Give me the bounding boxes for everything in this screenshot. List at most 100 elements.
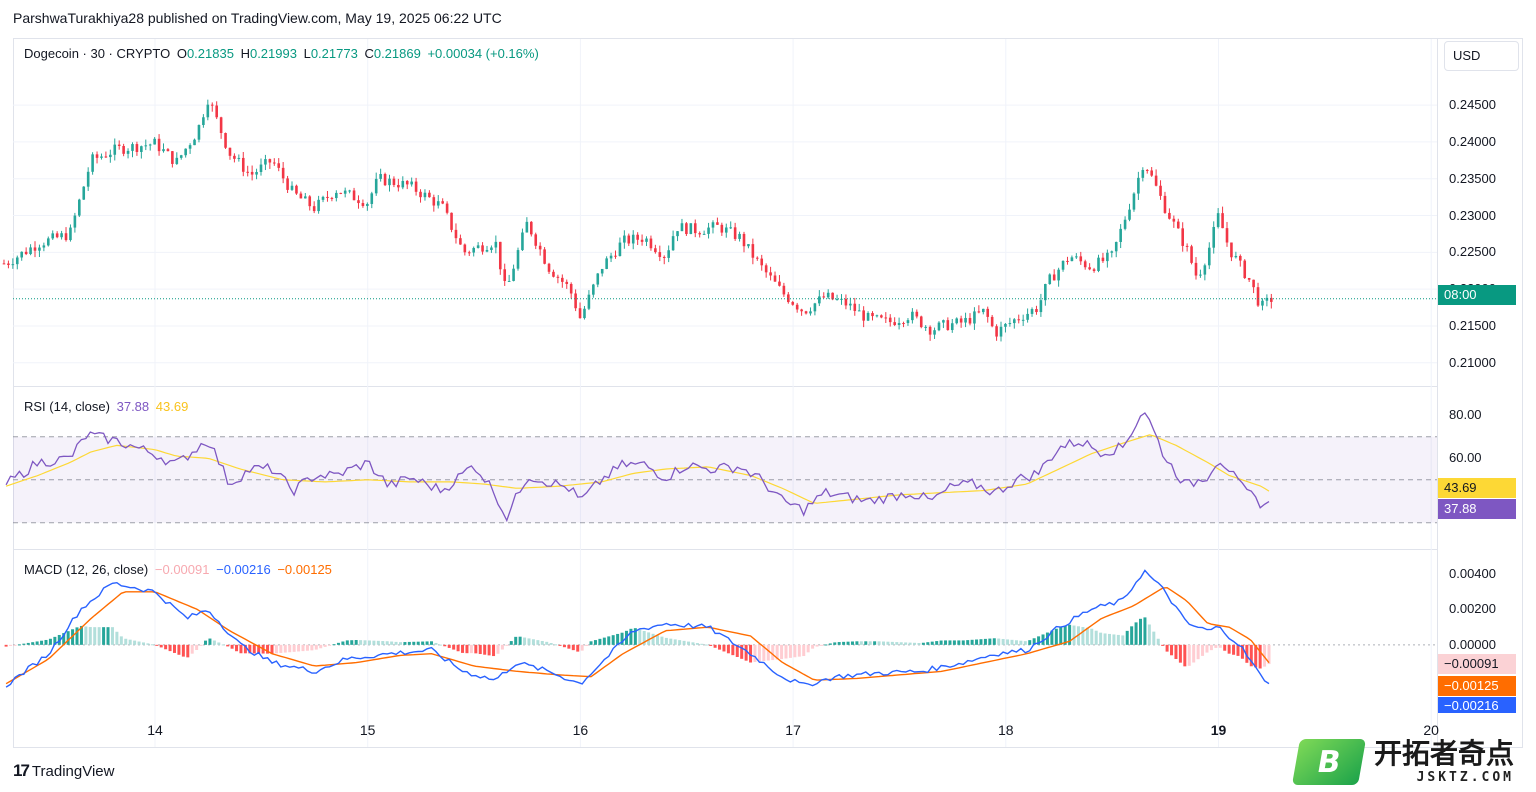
- macd-histogram-bar: [150, 644, 154, 646]
- candle-body: [764, 265, 768, 273]
- candle-body: [295, 185, 298, 194]
- candle-body: [1243, 260, 1247, 278]
- candle-body: [1212, 226, 1216, 248]
- candle-body: [1256, 287, 1260, 306]
- candle-body: [1035, 309, 1038, 313]
- macd-histogram-bar: [531, 639, 535, 645]
- candle-body: [609, 255, 613, 259]
- macd-histogram-bar: [217, 642, 221, 645]
- candle-body: [162, 149, 165, 152]
- macd-histogram-bar: [1258, 644, 1262, 669]
- macd-histogram-bar: [452, 644, 456, 650]
- candle-body: [627, 235, 631, 244]
- candle-body: [335, 192, 338, 199]
- macd-histogram-bar: [434, 642, 438, 645]
- candle-body: [339, 192, 343, 194]
- candle-body: [246, 171, 250, 173]
- macd-histogram-bar: [305, 644, 309, 651]
- candle-body: [986, 308, 990, 317]
- macd-histogram-bar: [474, 644, 478, 654]
- macd-histogram-bar: [190, 644, 194, 654]
- candle-body: [662, 256, 666, 258]
- macd-histogram-bar: [1023, 641, 1027, 645]
- macd-histogram-bar: [802, 644, 806, 657]
- tradingview-footer[interactable]: 17 TradingView: [13, 761, 114, 781]
- macd-histogram-bar: [1143, 617, 1147, 645]
- candle-body: [534, 234, 538, 246]
- macd-histogram-bar: [1236, 644, 1240, 656]
- candle-body: [552, 271, 555, 277]
- candle-body: [140, 146, 143, 152]
- macd-histogram-bar: [1192, 644, 1196, 663]
- macd-histogram-bar: [1165, 644, 1169, 652]
- candle-body: [685, 223, 688, 235]
- candle-body: [450, 212, 453, 230]
- macd-histogram-bar: [1050, 630, 1054, 645]
- candle-body: [826, 292, 830, 298]
- macd-histogram-bar: [833, 642, 837, 645]
- candle-body: [1026, 313, 1029, 320]
- candle-body: [361, 203, 365, 206]
- macd-histogram-bar: [1014, 640, 1018, 645]
- macd-title[interactable]: MACD (12, 26, close): [24, 562, 149, 577]
- symbol-title[interactable]: Dogecoin · 30 · CRYPTO: [24, 46, 171, 61]
- candle-body: [1199, 274, 1202, 276]
- rsi-legend: RSI (14, close) 37.88 43.69: [24, 399, 191, 414]
- macd-histogram-bar: [780, 644, 784, 660]
- macd-histogram-bar: [753, 644, 757, 663]
- pane-separator-macd[interactable]: [13, 549, 1438, 550]
- x-tick-18: 18: [998, 722, 1014, 738]
- candle-body: [410, 181, 413, 185]
- currency-button[interactable]: USD: [1444, 41, 1519, 71]
- candle-body: [818, 296, 821, 304]
- candle-body: [188, 145, 192, 149]
- macd-histogram-bar: [567, 644, 571, 649]
- macd-histogram-bar: [97, 627, 101, 645]
- candle-body: [946, 320, 950, 331]
- candle-body: [290, 185, 294, 190]
- macd-histogram-bar: [146, 643, 150, 645]
- candle-body: [716, 222, 719, 225]
- rsi-title[interactable]: RSI (14, close): [24, 399, 110, 414]
- candle-body: [587, 294, 591, 309]
- macd-histogram-bar: [350, 640, 354, 645]
- candle-body: [308, 196, 312, 207]
- candle-body: [1221, 213, 1224, 229]
- macd-histogram-bar: [88, 627, 92, 645]
- candle-body: [1123, 219, 1127, 229]
- macd-histogram-bar: [904, 642, 908, 645]
- candle-body: [893, 322, 896, 326]
- macd-histogram-bar: [997, 638, 1001, 645]
- macd-histogram-bar: [952, 640, 956, 645]
- macd-histogram-bar: [607, 636, 611, 645]
- macd-histogram-bar: [239, 644, 243, 654]
- macd-histogram-bar: [1196, 644, 1200, 660]
- macd-histogram-bar: [673, 639, 677, 645]
- macd-histogram-bar: [540, 640, 544, 645]
- pane-separator-rsi[interactable]: [13, 386, 1438, 387]
- macd-line: [5, 569, 1270, 688]
- candle-body: [157, 138, 161, 152]
- macd-histogram-bar: [1170, 644, 1174, 656]
- macd-histogram-bar: [917, 642, 921, 645]
- macd-histogram-bar: [1232, 644, 1236, 655]
- macd-histogram-bar: [1107, 633, 1111, 645]
- candle-body: [184, 148, 187, 156]
- last-price-badge: 08:00: [1438, 285, 1516, 305]
- macd-histogram-bar: [957, 640, 961, 645]
- candle-body: [875, 315, 879, 317]
- candle-body: [720, 224, 724, 233]
- candle-body: [383, 174, 387, 186]
- candle-body: [286, 178, 289, 190]
- candle-body: [773, 275, 777, 282]
- macd-hist-badge: −0.00091: [1438, 654, 1516, 674]
- candle-body: [565, 281, 569, 284]
- macd-histogram-bar: [1249, 644, 1253, 667]
- candle-body: [888, 317, 892, 323]
- candle-body: [392, 178, 396, 185]
- macd-histogram-bar: [1209, 644, 1213, 651]
- candle-body: [268, 159, 272, 163]
- macd-histogram-bar: [1201, 644, 1205, 656]
- change-value: +0.00034 (+0.16%): [427, 46, 539, 61]
